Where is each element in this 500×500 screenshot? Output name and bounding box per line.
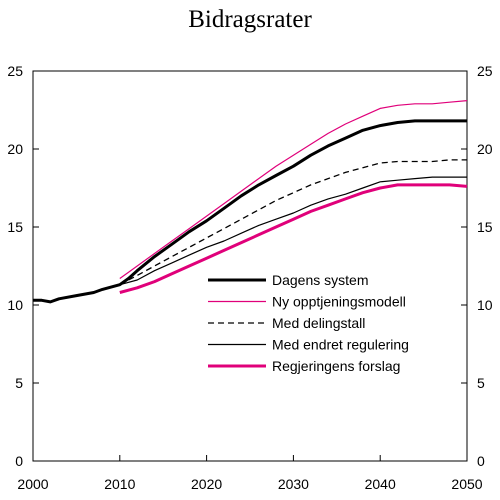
- y-tick-label-left: 10: [7, 297, 23, 313]
- series-line-3: [119, 159, 467, 286]
- y-tick-label-right: 25: [477, 63, 493, 79]
- legend-label-1: Dagens system: [272, 272, 368, 288]
- x-tick-label: 2040: [365, 476, 396, 492]
- chart-title: Bidragsrater: [188, 6, 312, 33]
- y-tick-label-left: 5: [15, 375, 23, 391]
- series-line-2: [119, 100, 468, 279]
- y-tick-label-right: 10: [477, 297, 493, 313]
- legend-label-3: Med delingstall: [272, 315, 365, 331]
- y-tick-label-left: 25: [7, 63, 23, 79]
- y-tick-label-right: 0: [477, 453, 485, 469]
- series-line-1: [33, 119, 467, 304]
- x-tick-label: 2030: [278, 476, 309, 492]
- y-tick-label-left: 15: [7, 219, 23, 235]
- y-tick-label-right: 15: [477, 219, 493, 235]
- x-tick-label: 2010: [104, 476, 135, 492]
- x-tick-label: 2000: [17, 476, 48, 492]
- series-line-5: [119, 183, 468, 294]
- y-tick-label-right: 5: [477, 375, 485, 391]
- y-tick-label-right: 20: [477, 141, 493, 157]
- series-line-4: [119, 176, 467, 286]
- legend-label-2: Ny opptjeningsmodell: [272, 294, 406, 310]
- x-tick-label: 2020: [191, 476, 222, 492]
- legend-label-4: Med endret regulering: [272, 337, 409, 353]
- y-tick-label-left: 0: [15, 453, 23, 469]
- x-tick-label: 2050: [451, 476, 482, 492]
- y-tick-label-left: 20: [7, 141, 23, 157]
- legend-label-5: Regjeringens forslag: [272, 358, 400, 374]
- plot-frame: [32, 70, 468, 462]
